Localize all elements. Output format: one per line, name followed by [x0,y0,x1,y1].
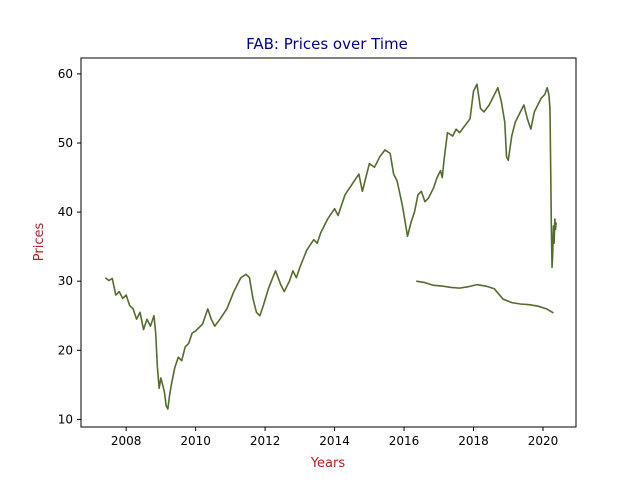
price-series-line-2 [416,280,554,314]
x-tick-label: 2008 [111,434,142,448]
price-series-line-1 [104,83,557,410]
plot-area-frame [80,57,577,428]
x-tick-label: 2014 [319,434,350,448]
x-axis-ticks: 2008 2010 2012 2014 2016 2018 2020 [111,427,558,448]
y-tick-label: 10 [58,412,73,426]
y-axis-label: Prices [32,223,47,262]
x-tick-label: 2018 [458,434,489,448]
y-tick-label: 20 [58,343,73,357]
y-tick-label: 60 [58,67,73,81]
x-tick-label: 2010 [180,434,211,448]
x-tick-label: 2012 [250,434,281,448]
series-layer [104,83,557,410]
x-tick-label: 2020 [528,434,559,448]
y-tick-label: 40 [58,205,73,219]
x-tick-label: 2016 [389,434,420,448]
y-axis-ticks: 10 20 30 40 50 60 [58,67,81,426]
x-axis-label: Years [310,456,346,471]
y-tick-label: 30 [58,274,73,288]
chart-title: FAB: Prices over Time [246,35,408,53]
y-tick-label: 50 [58,136,73,150]
